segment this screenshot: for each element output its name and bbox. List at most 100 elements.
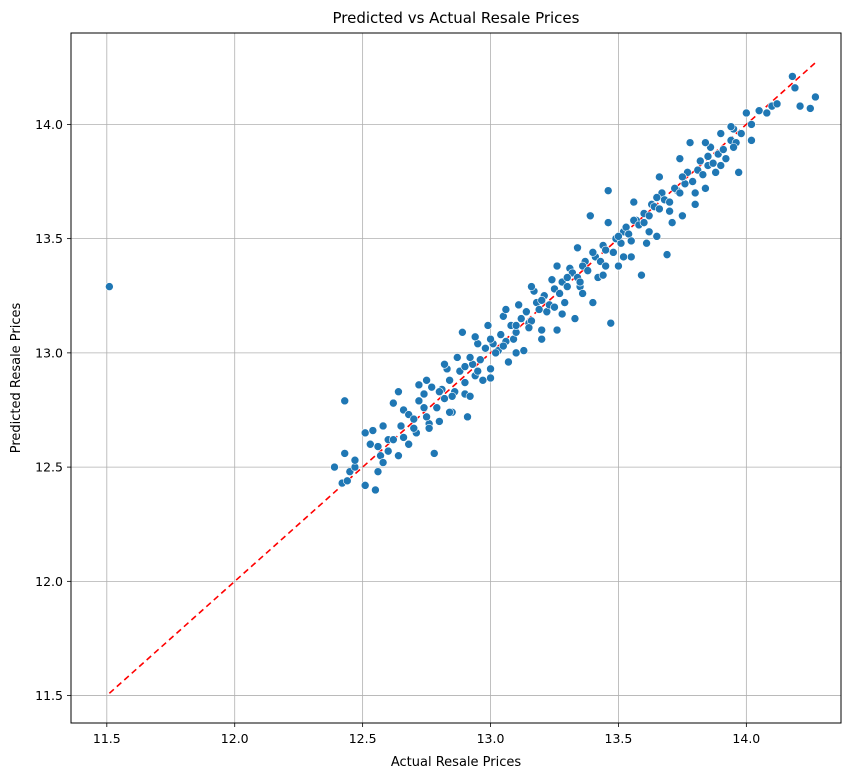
- data-point: [501, 305, 511, 314]
- data-point: [742, 108, 751, 118]
- data-point: [486, 364, 495, 374]
- data-point: [360, 428, 370, 438]
- x-axis-ticks: 11.5 12.0 12.5 13.0 13.5 14.0: [93, 723, 760, 746]
- y-tick-label: 12.0: [35, 574, 63, 589]
- y-tick-label: 14.0: [35, 117, 63, 132]
- data-point: [811, 92, 820, 102]
- data-point: [652, 193, 662, 202]
- data-point: [524, 323, 534, 333]
- data-point: [409, 414, 419, 424]
- data-point: [701, 138, 710, 147]
- data-point: [629, 197, 639, 207]
- y-tick-label: 13.5: [35, 231, 63, 246]
- data-point: [368, 426, 378, 435]
- data-point: [360, 481, 370, 490]
- data-point: [675, 154, 685, 163]
- data-point: [463, 412, 472, 422]
- data-point: [399, 433, 408, 442]
- data-point: [499, 341, 508, 351]
- data-point: [754, 106, 764, 115]
- plot-frame: [70, 32, 842, 724]
- data-point: [690, 188, 700, 198]
- data-point: [747, 136, 756, 145]
- data-point: [557, 309, 567, 319]
- data-point: [736, 129, 746, 138]
- y-tick-label: 13.0: [35, 345, 63, 360]
- data-point: [711, 168, 720, 177]
- data-point: [389, 435, 398, 444]
- y-axis-label: Predicted Resale Prices: [9, 302, 24, 453]
- data-point: [562, 273, 572, 282]
- data-point: [511, 348, 521, 358]
- data-point: [105, 282, 114, 291]
- data-point: [519, 346, 529, 355]
- data-point: [445, 375, 454, 385]
- data-point: [734, 168, 743, 177]
- data-point: [440, 394, 449, 403]
- data-point: [588, 248, 598, 257]
- data-point: [476, 355, 485, 365]
- x-tick-label: 13.0: [477, 731, 505, 746]
- data-point: [445, 407, 454, 417]
- data-point: [340, 449, 350, 458]
- data-point: [342, 476, 352, 486]
- data-point: [394, 451, 403, 460]
- data-point: [414, 396, 424, 406]
- data-point: [588, 298, 598, 307]
- data-point: [678, 172, 687, 182]
- reference-line: [108, 62, 816, 694]
- data-point: [639, 218, 649, 227]
- data-point: [422, 375, 431, 385]
- data-point: [614, 261, 623, 271]
- data-point: [708, 158, 718, 168]
- data-point: [373, 442, 383, 451]
- data-point: [698, 170, 708, 179]
- x-tick-label: 12.5: [349, 731, 377, 746]
- data-point: [598, 270, 608, 280]
- data-point: [703, 152, 713, 161]
- data-point: [555, 289, 564, 298]
- data-point: [601, 245, 610, 255]
- data-point: [688, 177, 697, 186]
- data-point: [522, 307, 531, 317]
- data-point: [685, 138, 695, 147]
- data-point: [655, 172, 664, 182]
- data-point: [788, 72, 797, 81]
- data-point: [527, 282, 536, 291]
- data-point: [619, 252, 628, 262]
- data-point: [537, 296, 546, 305]
- data-point: [696, 156, 705, 166]
- data-point: [511, 321, 521, 330]
- data-point: [350, 455, 360, 465]
- data-point: [394, 387, 403, 397]
- data-point: [414, 380, 424, 390]
- data-point: [330, 462, 339, 472]
- x-tick-label: 13.5: [605, 731, 633, 746]
- data-point: [719, 145, 728, 154]
- data-point: [716, 129, 726, 138]
- data-point: [586, 211, 595, 221]
- data-point: [435, 417, 444, 426]
- data-point: [409, 423, 419, 433]
- data-point: [491, 348, 500, 358]
- data-point: [665, 206, 674, 216]
- grid-lines: [71, 33, 841, 723]
- data-point: [570, 314, 580, 323]
- data-point: [465, 353, 475, 362]
- data-point: [721, 154, 731, 163]
- data-point: [470, 332, 480, 342]
- data-point: [440, 359, 449, 369]
- data-point: [366, 439, 375, 449]
- data-point: [637, 270, 646, 280]
- data-point: [514, 300, 523, 310]
- data-point: [806, 104, 815, 113]
- data-point: [432, 403, 442, 413]
- data-point: [583, 266, 593, 275]
- data-point: [644, 227, 654, 237]
- data-point: [373, 467, 383, 476]
- data-point: [678, 211, 687, 221]
- data-point: [424, 423, 434, 433]
- data-point: [562, 282, 572, 291]
- data-point: [762, 108, 772, 118]
